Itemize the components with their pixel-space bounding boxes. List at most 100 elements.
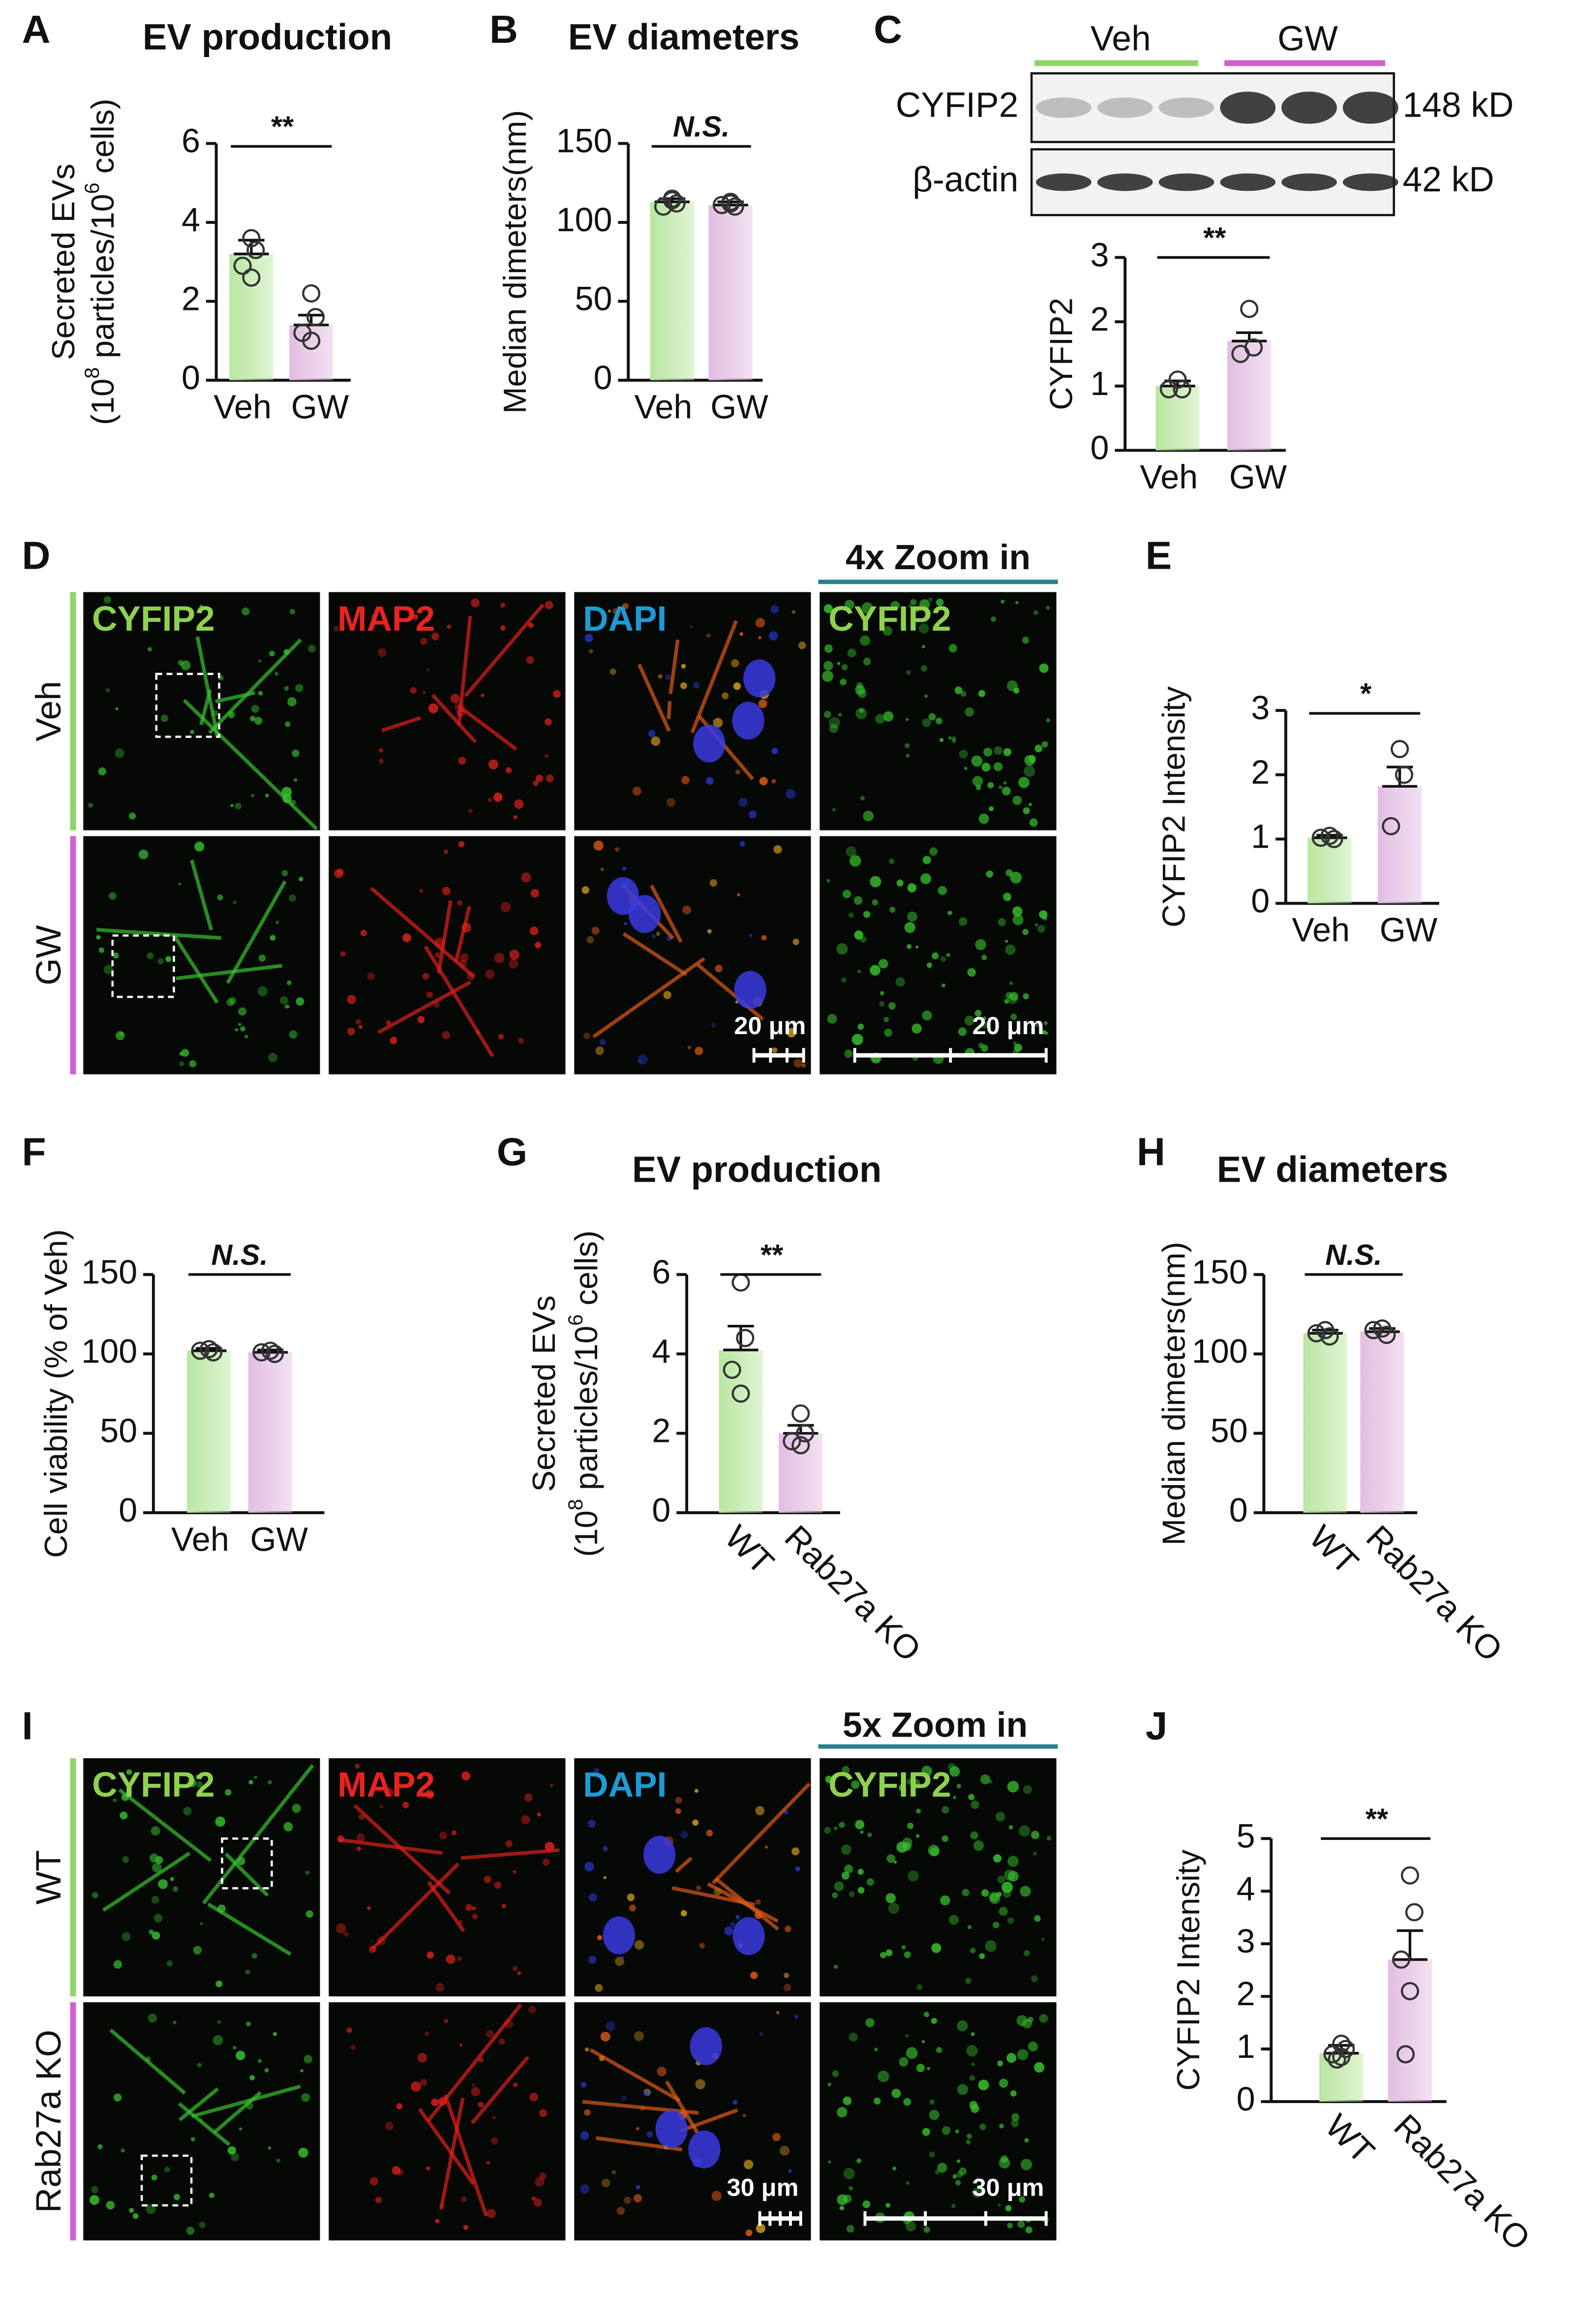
micrograph-detail [493,793,503,802]
micrograph-detail [632,787,641,796]
micrograph-detail [637,1054,648,1065]
micrograph-detail [281,787,292,797]
micrograph-detail [1005,2205,1012,2212]
micrograph-detail [953,1796,956,1800]
micrograph-detail [498,2038,505,2045]
micrograph-detail [903,2098,911,2106]
micrograph-detail [268,2146,272,2150]
micrograph-detail [528,622,534,628]
micrograph-detail [244,1035,248,1039]
data-point [1240,300,1259,318]
y-tick-label: 50 [1211,1412,1248,1450]
micrograph-detail [999,2123,1004,2129]
micrograph-detail [587,1819,596,1828]
micrograph-detail [839,2205,845,2210]
micrograph-detail [682,905,692,915]
micrograph-detail [442,887,451,895]
micrograph-detail [588,1893,597,1902]
micrograph-detail [265,794,269,798]
data-point [204,1343,223,1362]
micrograph-detail [537,1812,541,1817]
micrograph-detail [952,739,956,743]
micrograph-detail [844,1049,853,1058]
micrograph-detail [447,624,452,629]
micrograph-detail [424,945,494,1057]
micrograph-detail [891,2088,901,2098]
micrograph-detail [356,1846,362,1851]
micrograph-detail [829,724,838,733]
micrograph-detail [780,2145,790,2156]
micrograph-detail [665,2080,699,2134]
data-point [306,307,325,327]
micrograph-detail [513,1966,518,1971]
y-axis-label: Cell viability (% of Veh) [38,1229,74,1558]
micrograph-detail [880,1952,886,1958]
micrograph-detail [254,717,263,725]
micrograph-detail [776,2011,780,2015]
micrograph-detail [998,2203,1001,2207]
micrograph-detail [96,935,101,940]
micrograph-detail [420,2079,427,2086]
y-tick-label: 0 [1237,2080,1255,2118]
x-tick-label: Rab27a KO [778,1518,928,1669]
micrograph-detail [772,2133,781,2141]
micrograph-detail [428,703,439,713]
blot-size-label: 148 kD [1403,86,1514,125]
micrograph-detail [458,757,466,765]
micrograph-detail [844,600,854,610]
micrograph-detail [1037,925,1046,933]
micrograph-detail [426,991,433,998]
micrograph-detail [410,687,417,694]
micrograph-detail [854,930,864,940]
nucleus [655,2110,688,2148]
micrograph-detail [289,1030,298,1039]
nucleus [743,659,776,698]
micrograph [574,1758,811,1997]
micrograph-detail [295,684,303,692]
micrograph-detail [644,2091,649,2096]
micrograph-detail [550,1784,553,1787]
micrograph-detail [305,1910,313,1918]
micrograph-detail [258,954,266,962]
micrograph-detail [941,1835,948,1842]
nucleus [734,971,766,1009]
micrograph-detail [823,661,833,671]
micrograph-detail [254,1775,257,1779]
micrograph-detail [1028,2041,1038,2051]
blot-band [1158,97,1214,118]
micrograph-detail [586,936,594,944]
micrograph-detail [690,620,738,734]
nucleus [732,1917,765,1956]
micrograph-detail [285,721,291,727]
micrograph-detail [225,1789,232,1796]
micrograph-detail [1003,748,1011,756]
micrograph-detail [739,841,745,847]
micrograph-detail [207,1902,292,1956]
micrograph-detail [584,2047,589,2052]
micrograph-detail [928,713,936,721]
micrograph-detail [826,879,830,883]
bar [248,1352,293,1513]
significance-label: N.S. [211,1238,268,1271]
micrograph-detail [893,1860,897,1864]
micrograph-detail [434,952,441,958]
micrograph-detail [957,2084,969,2095]
y-tick-label: 2 [1251,754,1270,791]
micrograph-detail [915,945,919,948]
micrograph-detail [584,634,593,642]
micrograph-detail [274,672,279,676]
micrograph-detail [920,873,932,885]
micrograph-detail [546,774,554,783]
micrograph-detail [106,688,110,693]
micrograph-detail [370,887,475,978]
micrograph-detail [952,2174,957,2179]
micrograph-detail [946,953,950,957]
blot-band [1097,173,1153,191]
data-point [1405,1903,1424,1922]
nucleus [688,2130,721,2169]
micrograph-detail [902,1842,911,1851]
micrograph-detail [486,2161,490,2165]
micrograph-detail [250,716,255,721]
micrograph-detail [459,953,469,962]
micrograph-detail [932,952,939,960]
